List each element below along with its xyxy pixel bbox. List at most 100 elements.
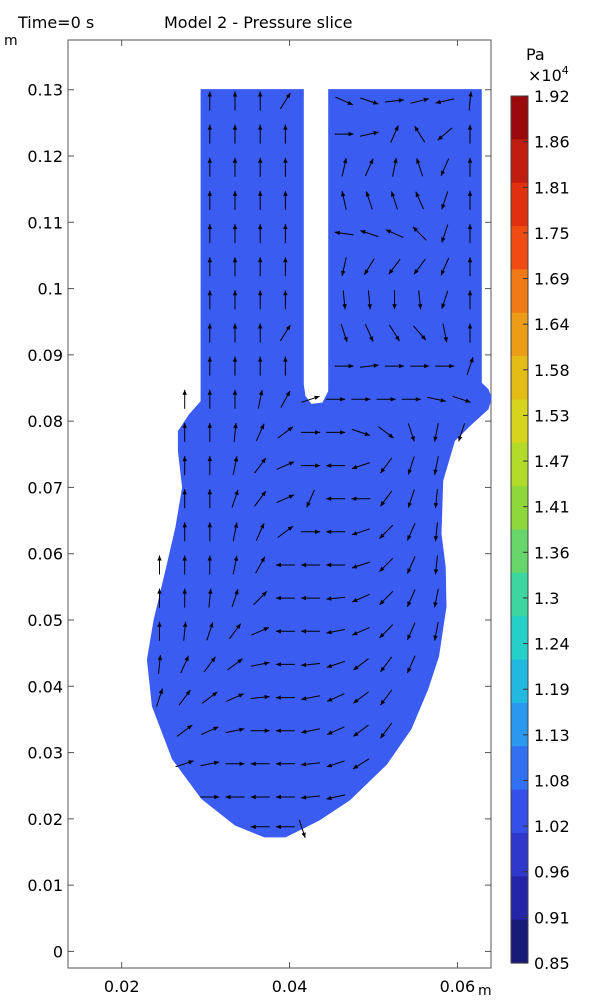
colorbar-segment [511, 139, 528, 184]
velocity-arrow [182, 489, 187, 509]
velocity-arrows [156, 91, 474, 838]
velocity-arrow [275, 562, 295, 568]
colorbar-label: 0.96 [534, 863, 570, 882]
colorbar-segment [511, 616, 528, 661]
velocity-arrow [250, 794, 270, 800]
velocity-arrow [232, 91, 238, 111]
velocity-arrow [326, 430, 346, 435]
velocity-arrow [207, 456, 212, 476]
colorbar-multiplier-exponent: 4 [562, 64, 569, 77]
velocity-arrow [283, 124, 288, 144]
velocity-arrow [410, 97, 430, 104]
velocity-arrow [326, 397, 346, 402]
y-tick-label: 0.11 [27, 213, 63, 232]
velocity-arrow [157, 621, 162, 641]
velocity-arrow [326, 660, 345, 668]
velocity-arrow [326, 760, 345, 768]
velocity-arrow [301, 529, 321, 534]
velocity-arrow [253, 591, 268, 606]
velocity-arrow [283, 190, 288, 210]
velocity-arrow [233, 422, 238, 442]
colorbar-segment [511, 659, 528, 704]
velocity-arrow [342, 290, 347, 310]
velocity-arrow [178, 689, 191, 706]
y-tick-label: 0.03 [27, 744, 63, 763]
velocity-arrow [351, 593, 370, 603]
colorbar-label: 1.69 [534, 270, 570, 289]
velocity-arrow [206, 622, 214, 641]
velocity-arrow [360, 230, 379, 238]
velocity-arrow [258, 224, 263, 244]
velocity-arrow [301, 629, 321, 634]
velocity-arrow [207, 555, 212, 575]
velocity-arrow [207, 489, 212, 509]
velocity-arrow [410, 363, 430, 369]
velocity-arrow [258, 91, 263, 111]
velocity-arrow [231, 588, 239, 608]
velocity-arrow [341, 257, 347, 277]
velocity-arrow [341, 157, 348, 177]
colorbar-label: 1.13 [534, 726, 570, 745]
velocity-arrow [232, 257, 238, 277]
colorbar-segment [511, 572, 528, 617]
velocity-arrow [255, 522, 265, 541]
y-tick-label: 0.08 [27, 412, 63, 431]
velocity-arrow [301, 430, 321, 435]
velocity-arrow [433, 555, 439, 575]
velocity-arrow [232, 389, 238, 409]
velocity-arrow [301, 728, 320, 734]
velocity-arrow [326, 726, 345, 736]
velocity-arrow [231, 489, 239, 508]
y-tick-label: 0.06 [27, 545, 63, 564]
x-tick-label: 0.06 [440, 977, 476, 996]
velocity-arrow [351, 462, 371, 470]
velocity-arrow [232, 323, 238, 343]
velocity-arrow [466, 356, 474, 376]
y-tick-label: 0.05 [27, 611, 63, 630]
velocity-arrow [365, 191, 373, 210]
velocity-arrow [367, 290, 372, 310]
velocity-arrow [392, 157, 398, 177]
velocity-arrow [225, 727, 245, 734]
velocity-arrow [175, 760, 194, 768]
velocity-arrow [250, 824, 270, 829]
velocity-arrow [207, 257, 212, 277]
velocity-arrow [467, 290, 473, 310]
velocity-arrow [413, 325, 427, 341]
colorbar-label: 1.92 [534, 87, 570, 106]
velocity-arrow [182, 389, 187, 409]
velocity-arrow [258, 290, 263, 310]
velocity-arrow [232, 555, 239, 575]
velocity-arrow [226, 693, 244, 702]
colorbar: 1.92 1.86 1.81 1.75 1.69 1.64 1.58 1.53 1.47 1.41… [510, 87, 570, 973]
velocity-arrow [458, 423, 466, 442]
velocity-arrow [182, 522, 187, 542]
velocity-arrow [441, 290, 449, 310]
velocity-arrow [180, 655, 189, 674]
velocity-arrow [326, 596, 346, 601]
velocity-arrow [232, 290, 238, 310]
colorbar-segment [511, 356, 528, 401]
velocity-arrow [326, 463, 346, 468]
velocity-arrow [258, 257, 263, 277]
velocity-arrow [276, 494, 295, 504]
velocity-arrow [283, 157, 288, 177]
velocity-arrow [379, 457, 393, 474]
velocity-arrow [413, 258, 426, 275]
velocity-arrow [251, 626, 270, 636]
velocity-arrow [406, 522, 416, 541]
y-tick-label: 0.02 [27, 810, 63, 829]
velocity-arrow [364, 324, 374, 342]
velocity-arrow [385, 363, 404, 369]
velocity-arrow [250, 694, 270, 700]
colorbar-label: 1.24 [534, 635, 570, 654]
colorbar-frame [510, 95, 529, 964]
velocity-arrow [433, 423, 439, 442]
colorbar-segment [511, 399, 528, 444]
velocity-arrow [301, 762, 321, 767]
velocity-arrow [391, 191, 398, 210]
colorbar-segment [511, 269, 528, 314]
velocity-arrow [385, 229, 404, 238]
colorbar-segment [511, 182, 528, 227]
